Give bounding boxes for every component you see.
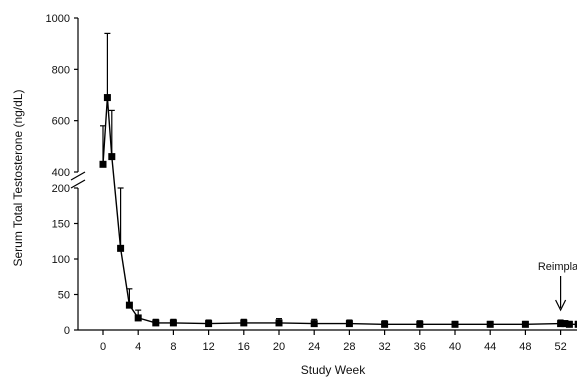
annotation-layer: Reimplant	[538, 261, 577, 312]
y-tick-label: 600	[52, 116, 70, 128]
x-tick-label: 28	[343, 341, 355, 353]
data-point	[416, 320, 424, 328]
data-point	[205, 320, 213, 328]
y-axis: 0 50 100 150 200 400 600 800 1000	[46, 13, 86, 337]
data-point	[451, 320, 459, 328]
x-tick-label: 8	[170, 341, 176, 353]
y-axis-title: Serum Total Testosterone (ng/dL)	[11, 90, 25, 267]
reimplant-label: Reimplant	[538, 261, 577, 273]
series-layer	[99, 32, 577, 328]
y-tick-label: 400	[52, 167, 70, 179]
data-point	[574, 320, 577, 328]
data-point	[99, 160, 107, 168]
x-axis: 04812162024283236404448525660	[78, 329, 577, 353]
y-tick-label: 150	[52, 219, 70, 231]
data-point	[152, 319, 160, 327]
series-line	[102, 97, 577, 326]
y-tick-label: 200	[52, 183, 70, 195]
error-bar	[117, 187, 124, 249]
data-point	[134, 314, 142, 322]
data-point	[345, 320, 353, 328]
x-tick-label: 24	[308, 341, 320, 353]
data-point	[103, 94, 111, 102]
x-tick-label: 0	[100, 341, 106, 353]
data-point	[125, 301, 133, 309]
y-tick-label: 0	[64, 325, 70, 337]
reimplant-arrow	[555, 276, 567, 312]
x-tick-label: 52	[554, 341, 566, 353]
x-tick-label: 44	[484, 341, 496, 353]
error-bar	[104, 32, 111, 98]
data-point	[108, 153, 116, 161]
y-ticks: 0 50 100 150 200 400 600 800 1000	[46, 13, 78, 337]
y-tick-label: 1000	[46, 13, 70, 25]
data-point	[169, 319, 177, 327]
data-point	[486, 320, 494, 328]
axis-break-mark	[70, 171, 86, 189]
x-tick-label: 4	[135, 341, 141, 353]
x-tick-label: 12	[202, 341, 214, 353]
x-tick-label: 32	[378, 341, 390, 353]
data-point	[521, 320, 529, 328]
data-point	[381, 320, 389, 328]
data-point	[275, 319, 283, 327]
x-tick-label: 48	[519, 341, 531, 353]
x-tick-label: 40	[449, 341, 461, 353]
x-ticks: 04812162024283236404448525660	[100, 330, 567, 353]
data-point	[557, 320, 565, 328]
data-point	[561, 320, 569, 328]
data-point	[310, 320, 318, 328]
x-tick-label: 16	[238, 341, 250, 353]
y-tick-label: 50	[58, 290, 70, 302]
data-point	[240, 319, 248, 327]
x-tick-label: 36	[414, 341, 426, 353]
y-tick-label: 800	[52, 64, 70, 76]
y-tick-label: 100	[52, 254, 70, 266]
data-point	[565, 320, 573, 328]
x-tick-label: 20	[273, 341, 285, 353]
data-point	[117, 244, 125, 252]
x-axis-title: Study Week	[301, 363, 366, 377]
